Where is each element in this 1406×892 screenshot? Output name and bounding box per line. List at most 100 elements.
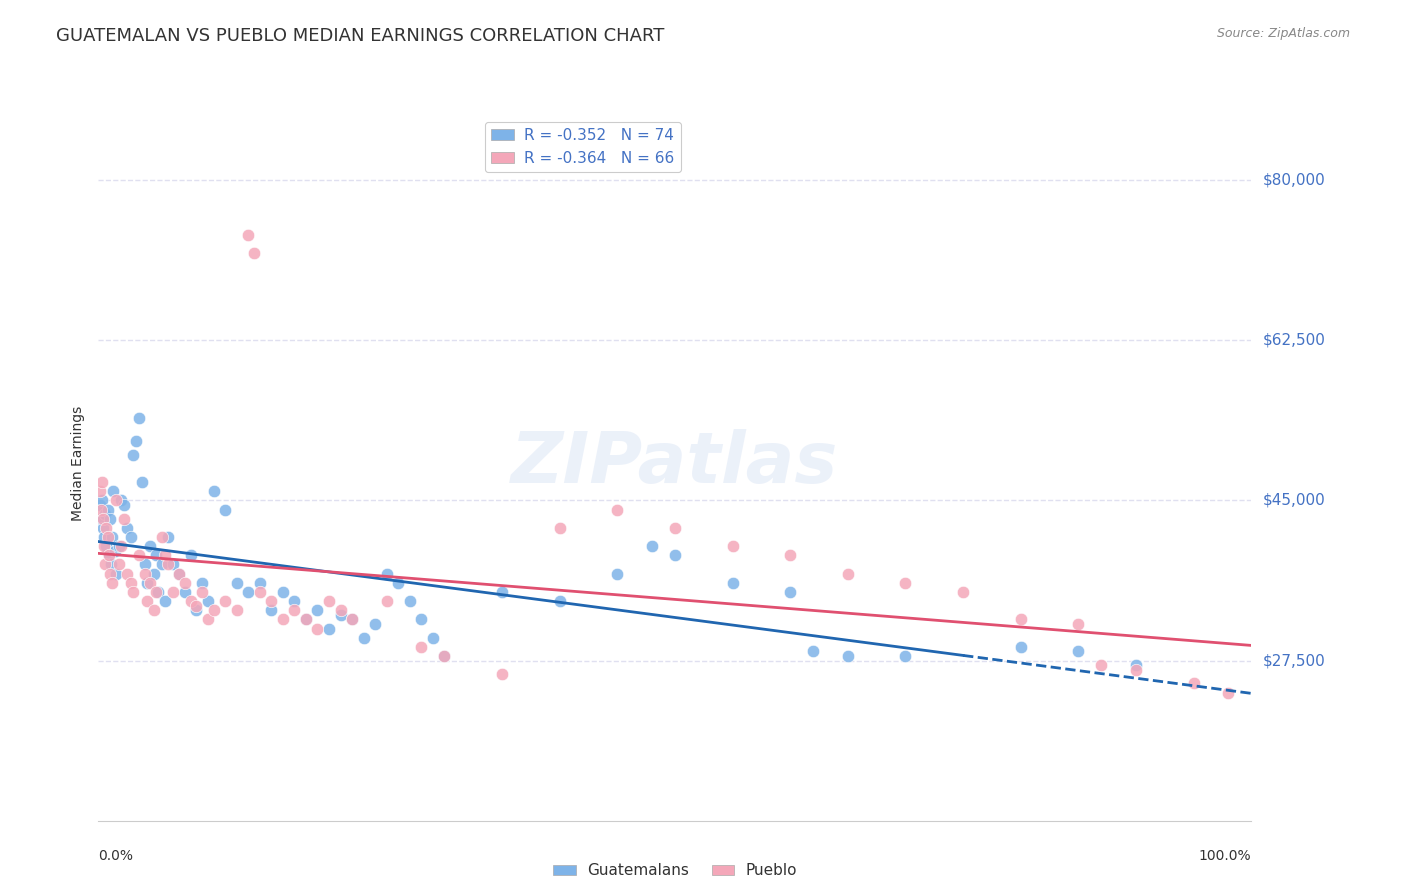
Point (491, 667, 513, 681)
Point (145, 585, 167, 599)
Point (271, 612, 294, 626)
Point (180, 594, 202, 608)
Point (110, 539, 132, 553)
Point (134, 566, 156, 581)
Point (104, 493, 127, 508)
Text: $62,500: $62,500 (1263, 333, 1326, 348)
Point (364, 616, 387, 631)
Point (249, 585, 271, 599)
Point (108, 539, 131, 553)
Point (225, 575, 247, 590)
Point (1125, 658, 1147, 673)
Point (117, 566, 138, 581)
Point (295, 612, 318, 626)
Point (135, 575, 157, 590)
Point (110, 493, 132, 508)
Point (491, 585, 513, 599)
Point (894, 648, 917, 663)
Point (91, 521, 114, 535)
Point (142, 603, 165, 617)
Text: ZIPatlas: ZIPatlas (512, 429, 838, 499)
Point (318, 594, 340, 608)
Point (779, 549, 801, 563)
Point (90, 475, 112, 490)
Point (1067, 616, 1090, 631)
Point (375, 594, 398, 608)
Text: $45,000: $45,000 (1263, 493, 1326, 508)
Point (202, 484, 225, 499)
Text: $27,500: $27,500 (1263, 653, 1326, 668)
Point (90, 493, 112, 508)
Point (156, 530, 179, 544)
Point (283, 603, 305, 617)
Point (139, 539, 162, 553)
Point (150, 530, 173, 544)
Point (641, 539, 664, 553)
Point (779, 585, 801, 599)
Point (134, 558, 156, 572)
Point (398, 594, 420, 608)
Point (156, 558, 179, 572)
Point (125, 434, 148, 448)
Point (97, 549, 120, 563)
Point (295, 612, 318, 626)
Point (96, 539, 118, 553)
Point (89, 498, 111, 512)
Point (94, 507, 117, 521)
Point (162, 558, 184, 572)
Point (238, 585, 260, 599)
Point (103, 484, 125, 499)
Point (1010, 612, 1032, 626)
Point (548, 594, 571, 608)
Point (837, 648, 859, 663)
Point (433, 648, 456, 663)
Point (411, 612, 433, 626)
Point (238, 228, 260, 243)
Point (112, 498, 135, 512)
Point (122, 585, 145, 599)
Point (167, 566, 190, 581)
Point (271, 585, 294, 599)
Point (249, 575, 271, 590)
Point (120, 575, 142, 590)
Point (174, 575, 197, 590)
Point (94, 558, 117, 572)
Point (128, 549, 150, 563)
Point (96, 521, 118, 535)
Point (97, 549, 120, 563)
Point (186, 599, 208, 613)
Point (548, 521, 571, 535)
Point (721, 575, 744, 590)
Point (387, 575, 409, 590)
Point (98, 566, 121, 581)
Point (98, 512, 121, 526)
Text: 0.0%: 0.0% (98, 849, 134, 863)
Point (411, 640, 433, 654)
Point (318, 622, 340, 636)
Point (307, 603, 329, 617)
Point (202, 603, 225, 617)
Point (120, 530, 142, 544)
Point (606, 502, 628, 516)
Point (197, 612, 219, 626)
Point (721, 539, 744, 553)
Text: Source: ZipAtlas.com: Source: ZipAtlas.com (1216, 27, 1350, 40)
Point (89, 484, 111, 499)
Point (91, 512, 114, 526)
Point (197, 594, 219, 608)
Point (1010, 640, 1032, 654)
Point (148, 585, 170, 599)
Point (104, 566, 127, 581)
Point (837, 566, 859, 581)
Point (952, 585, 974, 599)
Point (1218, 685, 1240, 699)
Point (139, 575, 162, 590)
Point (191, 585, 214, 599)
Point (93, 539, 115, 553)
Point (155, 549, 177, 563)
Point (167, 566, 190, 581)
Point (108, 558, 131, 572)
Point (375, 566, 398, 581)
Point (340, 612, 363, 626)
Point (422, 631, 444, 645)
